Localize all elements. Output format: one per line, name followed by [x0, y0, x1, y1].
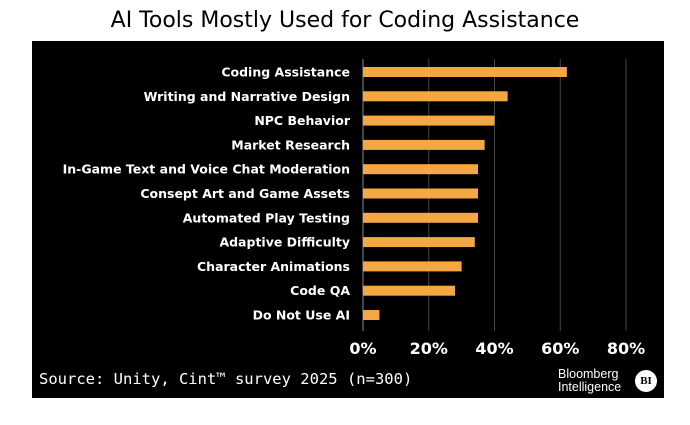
x-tick-label: 0%	[349, 339, 376, 358]
category-label: Do Not Use AI	[253, 308, 350, 323]
category-label: Consept Art and Game Assets	[140, 186, 350, 201]
category-label: Code QA	[290, 283, 350, 298]
brand-line-1: Bloomberg	[558, 367, 619, 381]
chart-title: AI Tools Mostly Used for Coding Assistan…	[110, 8, 580, 33]
category-label: Market Research	[231, 137, 350, 152]
category-label: In-Game Text and Voice Chat Moderation	[63, 162, 350, 177]
x-tick-label: 40%	[475, 339, 513, 358]
bar	[363, 285, 456, 296]
chart-panel: 0% 20% 40% 60% 80% Coding Assistance Writing a…	[32, 41, 664, 398]
x-tick-label: 60%	[541, 339, 579, 358]
category-label: Coding Assistance	[221, 65, 350, 80]
brand-line-2: Intelligence	[558, 380, 622, 394]
bar	[363, 164, 479, 175]
bar	[363, 139, 485, 150]
category-label: Writing and Narrative Design	[144, 89, 350, 104]
x-tick-label: 80%	[607, 339, 645, 358]
x-tick-label: 20%	[410, 339, 448, 358]
category-label: NPC Behavior	[254, 113, 351, 128]
source-note: Source: Unity, Cint™ survey 2025 (n=300)	[39, 370, 413, 388]
category-label: Automated Play Testing	[183, 210, 350, 225]
bar	[363, 212, 479, 223]
bar-chart: 0% 20% 40% 60% 80% Coding Assistance Writing a…	[63, 59, 645, 358]
category-label: Adaptive Difficulty	[219, 235, 350, 250]
bar	[363, 115, 495, 126]
category-label: Character Animations	[197, 259, 350, 274]
bi-badge-icon: BI	[635, 370, 657, 392]
bloomberg-intelligence-logo: Bloomberg Intelligence	[558, 368, 621, 394]
bar	[363, 237, 475, 248]
bar	[363, 91, 508, 102]
bar	[363, 261, 462, 272]
bar	[363, 67, 567, 77]
bar	[363, 188, 479, 199]
bar	[363, 310, 380, 320]
